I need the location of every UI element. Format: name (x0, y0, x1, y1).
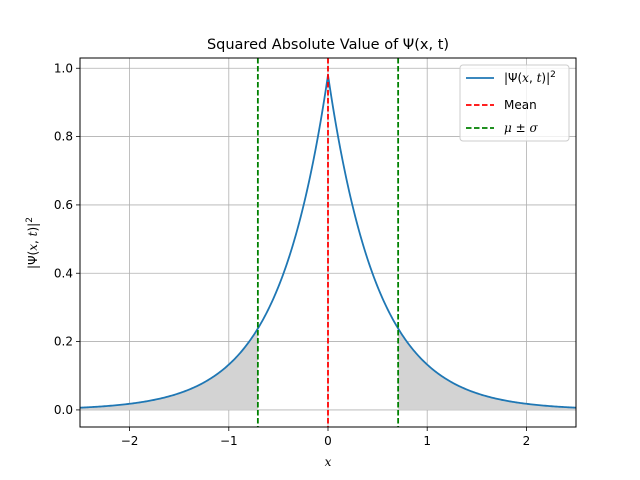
y-ticks: 0.0 0.2 0.4 0.6 0.8 1.0 (54, 61, 80, 417)
legend-label-sigma: μ ± σ (504, 121, 539, 135)
legend-label-mean: Mean (504, 98, 537, 112)
x-axis-label: x (325, 455, 332, 469)
legend: |Ψ(x, t)|2 Mean μ ± σ (459, 64, 570, 142)
x-tick-label: 0 (324, 434, 332, 448)
vertical-lines (256, 58, 400, 427)
y-tick-label: 1.0 (54, 61, 73, 75)
y-tick-label: 0.2 (54, 335, 73, 349)
x-tick-label: −1 (220, 434, 238, 448)
y-tick-label: 0.0 (54, 403, 73, 417)
y-tick-label: 0.4 (54, 266, 73, 280)
y-tick-label: 0.8 (54, 130, 73, 144)
shaded-tail (398, 328, 576, 410)
x-tick-label: 2 (523, 434, 531, 448)
x-tick-label: 1 (423, 434, 431, 448)
shaded-tail (80, 328, 258, 410)
y-axis-label: |Ψ(x, t)|2 (25, 217, 40, 269)
y-tick-label: 0.6 (54, 198, 73, 212)
legend-box (459, 64, 570, 142)
shaded-regions (80, 328, 576, 410)
x-tick-label: −2 (121, 434, 139, 448)
x-ticks: −2 −1 0 1 2 (121, 427, 530, 448)
chart-title: Squared Absolute Value of Ψ(x, t) (207, 37, 449, 53)
legend-label-curve: |Ψ(x, t)|2 (504, 70, 556, 85)
